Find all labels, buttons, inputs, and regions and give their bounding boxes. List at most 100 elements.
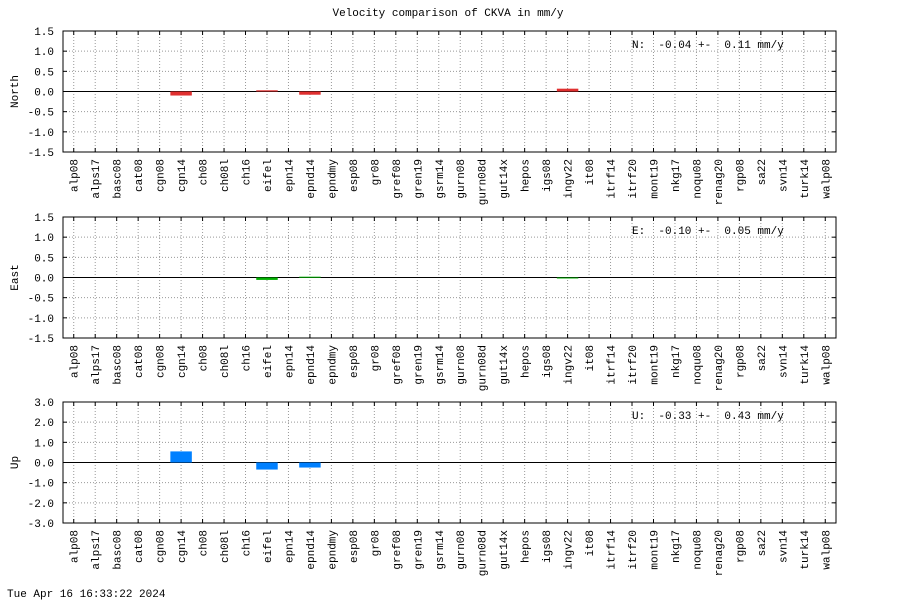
x-tick-label: cgn14: [177, 159, 189, 192]
x-tick-label: epn14: [284, 159, 296, 192]
y-tick-label: -1.0: [28, 479, 54, 491]
x-tick-label: gurn08d: [478, 159, 490, 205]
y-tick-label: 1.0: [34, 438, 54, 450]
x-tick-label: ch08: [199, 530, 211, 556]
x-tick-label: noqu08: [692, 345, 704, 385]
bar: [170, 451, 192, 463]
x-tick-label: basc08: [113, 530, 125, 570]
x-tick-label: gurn08d: [478, 345, 490, 391]
y-tick-label: -0.5: [28, 294, 54, 306]
x-tick-label: nkg17: [671, 530, 683, 563]
x-tick-label: eifel: [263, 530, 275, 563]
x-tick-label: epn14: [284, 345, 296, 378]
x-tick-label: alp08: [70, 345, 82, 378]
y-tick-label: 1.5: [34, 213, 54, 225]
x-tick-label: cat08: [134, 159, 146, 192]
bar: [256, 277, 278, 280]
x-tick-label: it08: [585, 345, 597, 371]
x-tick-label: rgp08: [735, 530, 747, 563]
x-tick-label: gr08: [370, 159, 382, 185]
x-tick-label: cgn14: [177, 530, 189, 563]
x-tick-label: gren19: [413, 530, 425, 570]
x-tick-label: basc08: [113, 159, 125, 199]
y-axis-label: North: [10, 75, 22, 108]
x-tick-label: gurn08d: [478, 530, 490, 576]
x-tick-label: ingv22: [564, 530, 576, 570]
y-axis-label: East: [10, 264, 22, 290]
x-tick-label: sa22: [757, 530, 769, 556]
plot-frame: [62, 401, 837, 524]
x-tick-label: hepos: [521, 345, 533, 378]
x-tick-label: turk14: [800, 530, 812, 570]
bar: [299, 462, 321, 468]
x-tick-label: ch08: [199, 345, 211, 371]
x-tick-label: epnd14: [306, 530, 318, 570]
x-tick-label: sa22: [757, 345, 769, 371]
x-tick-label: epndmy: [327, 530, 339, 570]
x-tick-label: turk14: [800, 159, 812, 199]
x-tick-label: renag20: [714, 530, 726, 576]
x-tick-label: walp08: [821, 159, 833, 199]
x-tick-label: gren19: [413, 345, 425, 385]
x-tick-label: rgp08: [735, 159, 747, 192]
x-tick-label: igs08: [542, 345, 554, 378]
x-tick-label: gurn08: [456, 159, 468, 199]
x-tick-label: gr08: [370, 530, 382, 556]
x-tick-label: gurn08: [456, 345, 468, 385]
x-tick-label: ch08l: [220, 530, 232, 563]
x-tick-label: gr08: [370, 345, 382, 371]
x-tick-label: svn14: [778, 345, 790, 378]
x-tick-label: itrf14: [607, 159, 619, 199]
plot-frame: [62, 216, 837, 339]
y-tick-label: 1.0: [34, 233, 54, 245]
x-tick-label: esp08: [349, 159, 361, 192]
panel: alp08 alps17 basc08 cat08 cgn08 cgn14 ch08 ch08…: [10, 398, 837, 576]
x-tick-label: gsrm14: [435, 345, 447, 385]
x-tick-label: ch08: [199, 159, 211, 185]
y-tick-label: 1.0: [34, 47, 54, 59]
x-tick-label: gref08: [392, 345, 404, 385]
x-tick-label: gut14x: [499, 530, 511, 570]
chart-title: Velocity comparison of CKVA in mm/y: [332, 8, 563, 20]
bar: [299, 276, 321, 278]
x-tick-label: alps17: [91, 159, 103, 199]
x-tick-label: mont19: [649, 530, 661, 570]
x-tick-label: gut14x: [499, 345, 511, 385]
x-tick-label: rgp08: [735, 345, 747, 378]
annotation: N: -0.04 +- 0.11 mm/y: [632, 40, 784, 52]
bar: [256, 462, 278, 470]
bar: [556, 277, 579, 279]
y-tick-label: 0.5: [34, 253, 54, 265]
x-tick-label: cat08: [134, 530, 146, 563]
x-tick-label: ch08l: [220, 345, 232, 378]
x-tick-label: cgn08: [156, 345, 168, 378]
x-tick-label: gref08: [392, 159, 404, 199]
x-tick-label: esp08: [349, 345, 361, 378]
panel: alp08 alps17 basc08 cat08 cgn08 cgn14 ch08 ch08…: [10, 213, 837, 391]
x-tick-label: alp08: [70, 530, 82, 563]
y-tick-label: 1.5: [34, 27, 54, 39]
x-tick-label: it08: [585, 530, 597, 556]
x-tick-label: cat08: [134, 345, 146, 378]
x-tick-label: gut14x: [499, 159, 511, 199]
panel: alp08 alps17 basc08 cat08 cgn08 cgn14 ch08 ch08…: [10, 27, 837, 205]
x-tick-label: hepos: [521, 159, 533, 192]
x-tick-label: epndmy: [327, 345, 339, 385]
y-tick-label: -2.0: [28, 499, 54, 511]
annotation: E: -0.10 +- 0.05 mm/y: [632, 226, 784, 238]
y-tick-label: 0.5: [34, 67, 54, 79]
x-tick-label: gsrm14: [435, 159, 447, 199]
x-tick-label: cgn08: [156, 159, 168, 192]
x-tick-label: mont19: [649, 345, 661, 385]
x-tick-label: epn14: [284, 530, 296, 563]
x-tick-label: ch16: [242, 345, 254, 371]
y-tick-label: 3.0: [34, 398, 54, 410]
x-tick-label: noqu08: [692, 530, 704, 570]
plot-frame: [62, 30, 837, 153]
x-tick-label: ch16: [242, 530, 254, 556]
x-tick-label: itrf14: [607, 530, 619, 570]
y-tick-label: 0.0: [34, 88, 54, 100]
y-tick-label: -3.0: [28, 519, 54, 531]
